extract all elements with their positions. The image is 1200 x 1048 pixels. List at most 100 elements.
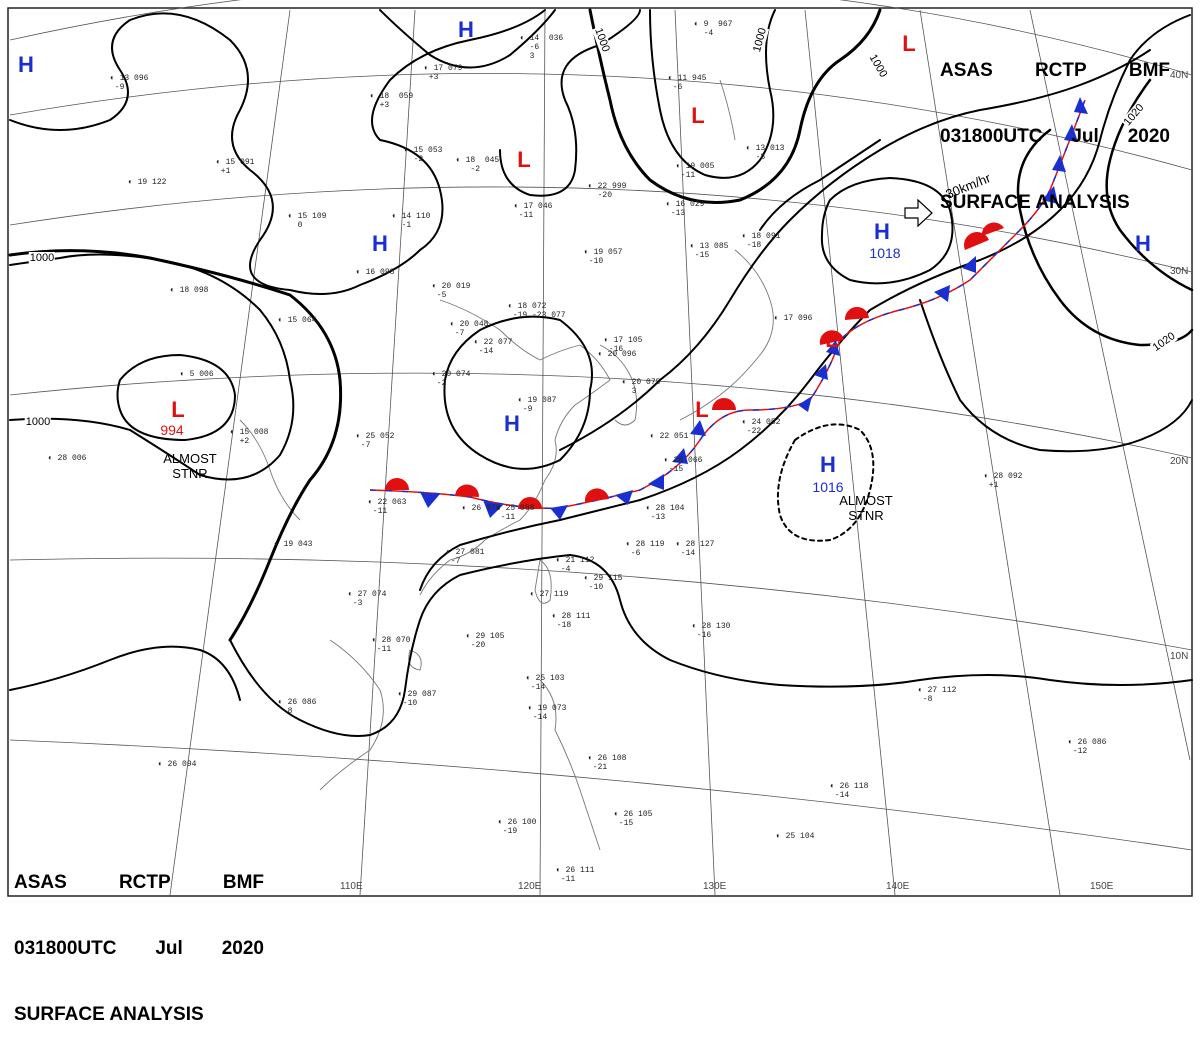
station-circle-icon: ◐ bbox=[356, 432, 366, 441]
cold-symbol bbox=[826, 340, 840, 356]
station-circle-icon: ◐ bbox=[496, 504, 506, 513]
station-values: 28 104 -13 bbox=[650, 504, 685, 522]
high-center-far-west: H bbox=[18, 52, 34, 77]
station-plot: ◐ 22 999 -20 bbox=[588, 182, 626, 200]
station-circle-icon: ◐ bbox=[984, 472, 994, 481]
station-values: 25 052 -7 bbox=[360, 432, 395, 450]
station-plot: ◐ 25 104 bbox=[776, 832, 814, 841]
station-circle-icon: ◐ bbox=[604, 336, 614, 345]
station-circle-icon: ◐ bbox=[746, 144, 756, 153]
station-plot: ◐ 18 059 +3 bbox=[370, 92, 413, 110]
station-circle-icon: ◐ bbox=[514, 202, 524, 211]
station-plot: ◐ 20 074 -2 bbox=[432, 370, 470, 388]
cold-symbol bbox=[962, 256, 976, 273]
station-values: 27 081 -7 bbox=[450, 548, 485, 566]
coast-indochina bbox=[319, 639, 384, 791]
station-values: 26 118 -14 bbox=[834, 782, 869, 800]
station-values: 19 073 -14 bbox=[532, 704, 567, 722]
station-values: 20 074 -2 bbox=[436, 370, 471, 388]
cold-symbol bbox=[615, 490, 633, 505]
warm-symbol bbox=[844, 306, 869, 320]
station-values: 22 999 -20 bbox=[597, 182, 627, 200]
isobar-ne-1000 bbox=[588, 8, 882, 204]
station-circle-icon: ◐ bbox=[526, 674, 536, 683]
station-plot: ◐ 27 112 -8 bbox=[918, 686, 956, 704]
station-values: 22 051 bbox=[659, 432, 689, 441]
station-plot: ◐ 9 967 -4 bbox=[694, 20, 732, 38]
lon-line-100e bbox=[169, 9, 291, 896]
station-plot: ◐ 28 119 -6 bbox=[626, 540, 664, 558]
station-values: 20 075 3 bbox=[631, 378, 661, 396]
station-plot: ◐ 27 074 -3 bbox=[348, 590, 386, 608]
warm-symbol bbox=[712, 398, 736, 410]
station-values: 18 059 +3 bbox=[379, 92, 414, 110]
month: Jul bbox=[155, 938, 183, 959]
station-plot: ◐ 28 111 -18 bbox=[552, 612, 590, 630]
isobar-high-1016 bbox=[776, 423, 875, 542]
station-plot: ◐ 28 092 +1 bbox=[984, 472, 1022, 490]
station-plot: ◐ 25 088 -11 bbox=[496, 504, 534, 522]
header-line-2: 031800UTC Jul 2020 bbox=[14, 938, 264, 960]
station-values: 14 110 -1 bbox=[401, 212, 431, 230]
station-circle-icon: ◐ bbox=[520, 34, 530, 43]
low-pressure-994: 994 bbox=[160, 422, 184, 438]
cold-symbol bbox=[1052, 155, 1066, 172]
station-values: 27 074 -3 bbox=[352, 590, 387, 608]
station-circle-icon: ◐ bbox=[676, 162, 686, 171]
station-circle-icon: ◐ bbox=[518, 396, 528, 405]
station-values: 28 127 -14 bbox=[680, 540, 715, 558]
station-plot: ◐ 17 046 -11 bbox=[514, 202, 552, 220]
lat-line-40n bbox=[9, 0, 1193, 76]
station-circle-icon: ◐ bbox=[450, 320, 460, 329]
station-circle-icon: ◐ bbox=[432, 282, 442, 291]
station-circle-icon: ◐ bbox=[584, 248, 594, 257]
station-values: 19 057 -10 bbox=[588, 248, 623, 266]
station-plot: ◐ 15 091 +1 bbox=[216, 158, 254, 176]
station-values: 13 085 -15 bbox=[694, 242, 729, 260]
isobar-arc-north-east bbox=[759, 139, 881, 231]
station-values: 24 052 -22 bbox=[746, 418, 781, 436]
station-values: 28 066 -15 bbox=[668, 456, 703, 474]
cold-front-symbols bbox=[420, 97, 1088, 520]
cold-symbol bbox=[1042, 186, 1058, 204]
station-circle-icon: ◐ bbox=[474, 338, 484, 347]
lat-line-20n bbox=[9, 372, 1193, 459]
station-circle-icon: ◐ bbox=[446, 548, 456, 557]
warm-symbol bbox=[964, 232, 989, 250]
station-circle-icon: ◐ bbox=[1068, 738, 1078, 747]
header-top-right: ASAS RCTP BMF 031800UTC Jul 2020 SURFACE… bbox=[940, 16, 1170, 236]
station-values: 16 029 -13 bbox=[670, 200, 705, 218]
low-center-japan-sea: L bbox=[695, 397, 709, 422]
warm-symbol bbox=[385, 478, 409, 490]
station-values: 25 103 -14 bbox=[530, 674, 565, 692]
lat-line-30n bbox=[9, 186, 1193, 273]
station-plot: ◐ 19 043 bbox=[274, 540, 312, 549]
station-circle-icon: ◐ bbox=[48, 454, 58, 463]
station-circle-icon: ◐ bbox=[278, 698, 288, 707]
low-center-honshu: L bbox=[825, 327, 839, 352]
station-values: 19 122 bbox=[137, 178, 167, 187]
coastlines bbox=[239, 79, 774, 851]
header-line-2: 031800UTC Jul 2020 bbox=[940, 126, 1170, 148]
station-plot: ◐ 22 063 -11 bbox=[368, 498, 406, 516]
station-values: 26 108 -21 bbox=[592, 754, 627, 772]
station-circle-icon: ◐ bbox=[274, 540, 284, 549]
lon-label-140e: 140E bbox=[886, 881, 910, 892]
station-values: 28 130 -16 bbox=[696, 622, 731, 640]
lon-line-140e bbox=[804, 9, 896, 896]
station-circle-icon: ◐ bbox=[424, 64, 434, 73]
station-plot: ◐ 25 052 -7 bbox=[356, 432, 394, 450]
valid-time: 031800UTC bbox=[940, 126, 1043, 147]
station-plot: ◐ 15 109 0 bbox=[288, 212, 326, 230]
isobar-south-1008 bbox=[229, 553, 1193, 737]
station-values: 13 013 -8 bbox=[755, 144, 785, 162]
isobar-west-low-inner bbox=[116, 353, 237, 442]
warm-symbol bbox=[455, 484, 480, 497]
isobar-north-1000 bbox=[9, 9, 546, 295]
warm-symbol bbox=[981, 222, 1004, 236]
station-code: RCTP bbox=[1034, 60, 1087, 81]
station-values: 20 019 -5 bbox=[436, 282, 471, 300]
station-circle-icon: ◐ bbox=[180, 370, 190, 379]
station-circle-icon: ◐ bbox=[392, 212, 402, 221]
station-circle-icon: ◐ bbox=[646, 504, 656, 513]
